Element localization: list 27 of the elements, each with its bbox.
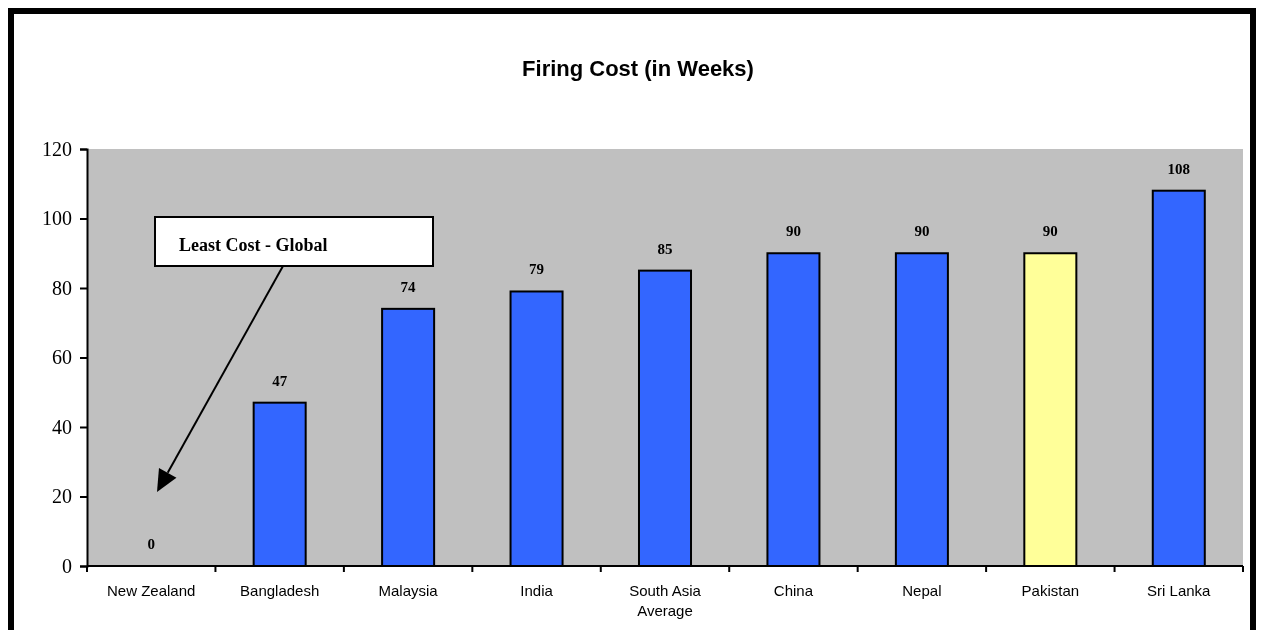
x-tick-label: Pakistan [1021, 582, 1080, 599]
x-tick-label: New Zealand [107, 582, 196, 599]
data-label: 79 [529, 261, 545, 278]
data-label: 0 [147, 536, 155, 552]
data-label: 90 [785, 223, 801, 240]
y-tick-label: 60 [52, 346, 72, 369]
y-tick-label: 40 [52, 415, 72, 438]
x-tick-label: Malaysia [378, 582, 439, 599]
x-tick-label: South Asia Average [629, 582, 702, 619]
x-tick-label: China [773, 582, 814, 599]
y-tick-label: 0 [62, 554, 72, 577]
data-label: 90 [914, 223, 930, 240]
y-tick-label: 100 [42, 207, 72, 230]
data-label: 85 [657, 240, 673, 257]
x-tick-label: Sri Lanka [1147, 582, 1212, 599]
y-tick-label: 120 [42, 137, 72, 160]
x-tick-label: Nepal [902, 582, 942, 599]
data-label: 47 [272, 372, 288, 389]
data-label: 74 [400, 278, 417, 295]
data-label: 90 [1042, 223, 1058, 240]
x-tick-label: Bangladesh [240, 582, 320, 599]
data-label: 108 [1167, 160, 1191, 177]
y-tick-label: 80 [52, 276, 72, 299]
annotation: Least Cost - Global [179, 235, 328, 255]
y-tick-label: 20 [52, 485, 72, 508]
x-tick-label: India [520, 582, 554, 599]
chart-title: Firing Cost (in Weeks) [522, 56, 754, 81]
